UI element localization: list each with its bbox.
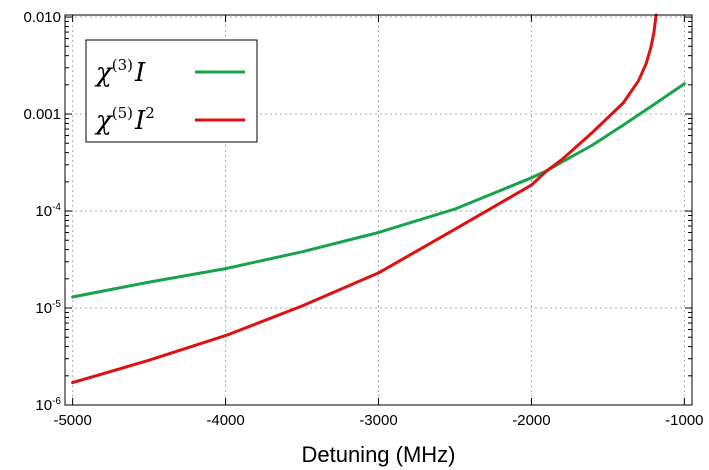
legend-box bbox=[85, 39, 258, 143]
y-tick-label: 10-5 bbox=[35, 299, 61, 317]
legend-label-2: χ(5)I2 bbox=[94, 104, 155, 136]
x-tick-label: -1000 bbox=[665, 412, 703, 429]
x-tick-label: -4000 bbox=[206, 412, 244, 429]
x-tick-label: -3000 bbox=[359, 412, 397, 429]
x-tick-label: -2000 bbox=[512, 412, 550, 429]
y-tick-label: 10-6 bbox=[35, 396, 61, 414]
x-tick-label: -5000 bbox=[53, 412, 91, 429]
legend-label-1: χ(3)I bbox=[94, 56, 146, 88]
y-tick-label: 0.010 bbox=[23, 9, 61, 26]
series-line-1 bbox=[71, 82, 686, 299]
series-line-2 bbox=[71, 13, 658, 385]
series-layer bbox=[71, 13, 686, 385]
ticks bbox=[65, 15, 692, 406]
tick-labels: -5000 -4000 -3000 -2000 -1000 10-6 10-5 10-4 0.0… bbox=[23, 9, 703, 429]
y-tick-label: 10-4 bbox=[35, 202, 61, 220]
x-axis-title: Detuning (MHz) bbox=[301, 442, 455, 467]
y-tick-label: 0.001 bbox=[23, 106, 61, 123]
legend: χ(3)I χ(5)I2 bbox=[85, 39, 258, 143]
